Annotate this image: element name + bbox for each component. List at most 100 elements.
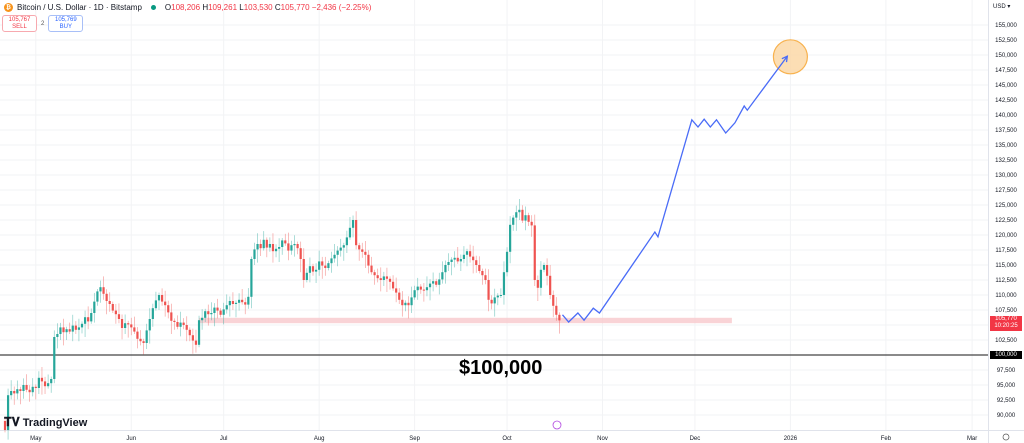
candle-body	[358, 245, 361, 250]
candle-body	[256, 244, 259, 250]
candle-body	[388, 278, 392, 282]
candle-body	[237, 299, 241, 303]
candle-body	[262, 239, 265, 249]
candle-body	[3, 421, 7, 430]
candle-body	[536, 280, 539, 288]
level-annotation[interactable]: $100,000	[459, 357, 543, 379]
candle-body	[284, 240, 287, 244]
price-tick-label: 140,000	[995, 113, 1017, 119]
candle-body	[241, 299, 244, 303]
candle-body	[250, 259, 253, 297]
price-tick-label: 110,000	[995, 293, 1017, 299]
candle-body	[108, 301, 111, 304]
time-tick-label: Jul	[220, 436, 228, 442]
candle-body	[293, 244, 296, 246]
candle-body	[77, 327, 81, 330]
candle-body	[124, 323, 127, 328]
candle-body	[253, 249, 256, 259]
candle-body	[555, 305, 558, 315]
price-tick-label: 117,500	[995, 248, 1017, 254]
candle-body	[518, 209, 521, 213]
candle-body	[34, 386, 37, 388]
candle-body	[499, 295, 502, 296]
candle-body	[59, 327, 62, 334]
high-value: 109,261	[208, 3, 238, 12]
price-tick-label: 137,500	[995, 128, 1017, 134]
candle-body	[509, 224, 512, 252]
candle-body	[395, 288, 398, 293]
candle-body	[194, 340, 198, 345]
candle-body	[287, 243, 290, 251]
candle-body	[407, 302, 410, 306]
candle-body	[475, 260, 478, 265]
candle-body	[299, 248, 302, 259]
candle-body	[321, 261, 324, 266]
candle-body	[197, 320, 201, 345]
candle-body	[468, 251, 472, 257]
level-price-label: 100,000	[990, 351, 1022, 359]
spread: 2	[41, 20, 45, 27]
candle-body	[376, 275, 379, 279]
candle-body	[472, 256, 475, 261]
tradingview-logo[interactable]: 𝐓𝐕 TradingView	[4, 415, 88, 429]
candle-body	[170, 312, 173, 321]
candle-body	[278, 247, 281, 249]
candle-body	[157, 295, 161, 301]
candle-body	[53, 337, 56, 379]
candle-body	[333, 254, 336, 259]
time-tick-label: 2026	[784, 436, 798, 442]
candle-body	[71, 325, 74, 332]
candle-body	[490, 299, 493, 304]
time-axis[interactable]: May Jun Jul Aug Sep Oct Nov Dec 2026 Feb Mar	[30, 420, 1010, 442]
open-value: 108,206	[171, 3, 201, 12]
candle-body	[314, 269, 318, 272]
symbol-title[interactable]: Bitcoin / U.S. Dollar · 1D · Bitstamp	[17, 3, 142, 12]
price-axis[interactable]: 155,000 152,500 150,000 147,500 145,000 142,5…	[995, 23, 1017, 419]
candle-body	[481, 271, 484, 276]
price-tick-label: 120,000	[995, 233, 1017, 239]
candle-body	[50, 379, 53, 384]
candle-body	[154, 300, 158, 309]
candle-body	[447, 262, 450, 265]
projection-line	[561, 55, 788, 323]
candle-body	[401, 299, 404, 306]
candle-body	[496, 295, 499, 298]
symbol-header: ₿ Bitcoin / U.S. Dollar · 1D · Bitstamp …	[4, 3, 371, 12]
price-tick-label: 150,000	[995, 53, 1017, 59]
price-tick-label: 90,000	[997, 413, 1016, 419]
candle-body	[549, 275, 552, 295]
projection-path[interactable]	[561, 39, 809, 323]
sell-button[interactable]: 105,767 SELL	[2, 15, 37, 32]
candle-body	[413, 290, 416, 298]
candle-body	[160, 295, 164, 302]
candle-body	[201, 317, 204, 321]
support-zone-rect	[199, 317, 732, 324]
time-tick-label: Aug	[314, 436, 325, 442]
candle-body	[225, 305, 228, 310]
candle-body	[102, 287, 105, 294]
candle-body	[234, 302, 238, 304]
event-marker-icon	[552, 420, 562, 430]
candle-body	[302, 259, 305, 280]
candles	[3, 199, 561, 440]
price-tick-label: 125,000	[995, 203, 1017, 209]
candle-body	[68, 329, 71, 332]
candle-body	[105, 293, 108, 301]
candle-body	[188, 329, 191, 336]
candle-body	[111, 304, 114, 311]
candle-body	[87, 317, 90, 322]
candle-body	[213, 307, 216, 313]
buy-button[interactable]: 105,769 BUY	[48, 15, 84, 32]
candle-body	[204, 311, 207, 318]
support-zone	[199, 317, 732, 324]
candle-body	[74, 325, 77, 330]
candle-body	[247, 296, 250, 305]
candle-body	[6, 395, 10, 430]
price-tick-label: 127,500	[995, 188, 1017, 194]
candle-body	[65, 329, 68, 333]
candle-body	[28, 389, 31, 393]
candle-body	[167, 305, 170, 313]
currency-selector[interactable]: USD ▾	[993, 4, 1011, 10]
time-tick-label: Feb	[881, 436, 892, 442]
